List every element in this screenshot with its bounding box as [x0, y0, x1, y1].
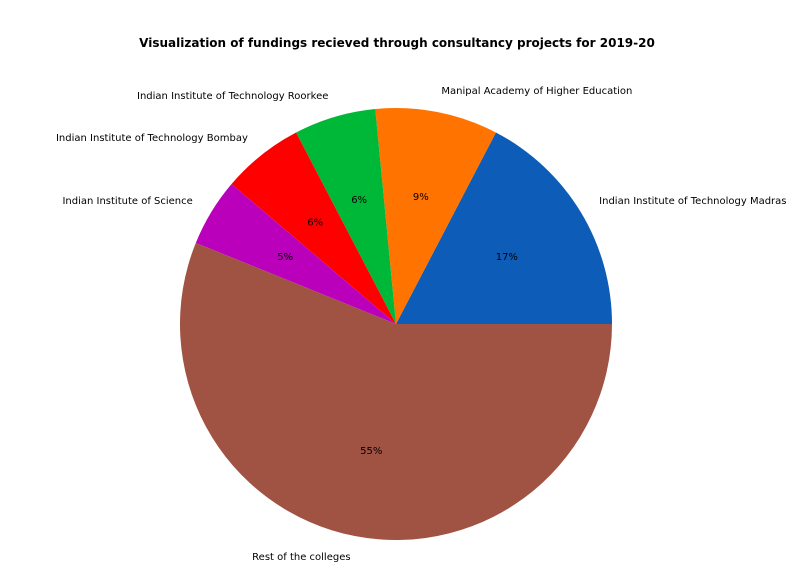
percent-label-indian-institute-of-technology-bombay: 6%: [307, 218, 323, 229]
pie-slice-indian-institute-of-science: [195, 183, 396, 324]
pie-slice-manipal-academy-of-higher-education: [375, 108, 496, 324]
chart-title: Visualization of fundings recieved throu…: [139, 36, 655, 50]
pie-slice-rest-of-the-colleges: [180, 242, 613, 541]
percent-label-indian-institute-of-technology-madras: 17%: [496, 252, 518, 263]
slice-label-rest-of-the-colleges: Rest of the colleges: [252, 552, 350, 563]
pie-slices: [180, 108, 613, 541]
percent-label-manipal-academy-of-higher-education: 9%: [413, 192, 429, 203]
percent-label-indian-institute-of-technology-roorkee: 6%: [351, 195, 367, 206]
percent-label-rest-of-the-colleges: 55%: [360, 446, 382, 457]
slice-label-indian-institute-of-technology-roorkee: Indian Institute of Technology Roorkee: [137, 91, 328, 102]
percent-labels: 17% 9% 6% 6% 5% 55%: [277, 192, 518, 457]
percent-label-indian-institute-of-science: 5%: [277, 252, 293, 263]
slice-label-indian-institute-of-technology-madras: Indian Institute of Technology Madras: [599, 196, 786, 207]
slice-label-indian-institute-of-science: Indian Institute of Science: [62, 196, 192, 207]
slice-label-manipal-academy-of-higher-education: Manipal Academy of Higher Education: [441, 86, 632, 97]
slice-labels: Indian Institute of Technology Madras Man…: [56, 86, 787, 563]
slice-label-indian-institute-of-technology-bombay: Indian Institute of Technology Bombay: [56, 133, 248, 144]
pie-slice-indian-institute-of-technology-bombay: [231, 132, 396, 324]
pie-slice-indian-institute-of-technology-madras: [396, 132, 612, 324]
pie-slice-indian-institute-of-technology-roorkee: [296, 109, 396, 324]
